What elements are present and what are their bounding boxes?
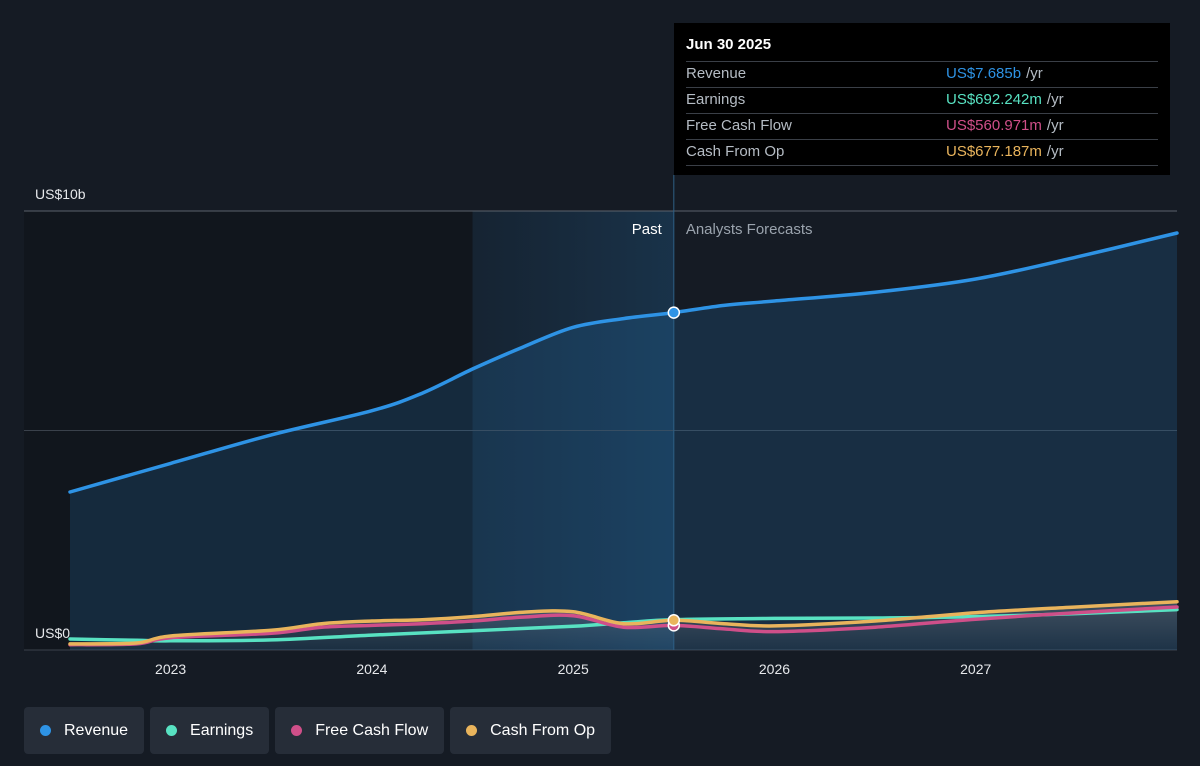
legend-item-earnings[interactable]: Earnings: [150, 707, 270, 754]
tooltip-date: Jun 30 2025: [686, 36, 772, 53]
financial-chart: US$10b US$0 2023 2024 2025 2026 2027 Past Ana…: [24, 175, 1179, 677]
series-lines: [68, 231, 1179, 647]
legend-label: Free Cash Flow: [315, 721, 429, 739]
tooltip-value: US$677.187m: [946, 143, 1042, 160]
tooltip-row-cash-from-op: Cash From Op US$677.187m /yr: [686, 139, 1158, 166]
tooltip-unit: /yr: [1046, 117, 1064, 134]
cash-from-op-line: [68, 599, 1179, 646]
past-label: Past: [632, 221, 663, 238]
y-tick-label: US$0: [35, 625, 70, 641]
tooltip-unit: /yr: [1026, 65, 1043, 82]
x-tick-label: 2023: [155, 661, 186, 677]
tooltip-value: US$560.971m: [946, 117, 1042, 134]
tooltip-label: Cash From Op: [686, 143, 785, 160]
x-tick-label: 2026: [759, 661, 790, 677]
tooltip-label: Free Cash Flow: [686, 117, 792, 134]
legend-label: Revenue: [64, 721, 129, 739]
forecast-label: Analysts Forecasts: [686, 221, 813, 238]
tooltip-row-earnings: Earnings US$692.242m /yr: [686, 87, 1158, 113]
free-cash-flow-line: [68, 605, 1179, 647]
tooltip-row-free-cash-flow: Free Cash Flow US$560.971m /yr: [686, 113, 1158, 139]
highlight-markers: [667, 306, 681, 632]
legend-dot-icon: [466, 725, 478, 736]
tooltip-label: Revenue: [686, 65, 747, 82]
tooltip-row-revenue: Revenue US$7.685b /yr: [686, 61, 1158, 87]
y-tick-label: US$10b: [35, 186, 86, 202]
legend-item-cash-from-op[interactable]: Cash From Op: [450, 707, 612, 754]
tooltip-value: US$7.685b: [946, 65, 1022, 82]
y-axis-labels: US$10b US$0: [35, 186, 86, 641]
legend-item-revenue[interactable]: Revenue: [24, 707, 145, 754]
x-tick-label: 2025: [558, 661, 589, 677]
revenue-line: [68, 231, 1179, 494]
tooltip: Jun 30 2025 Revenue US$7.685b /yr Earnin…: [674, 23, 1170, 175]
x-axis-labels: 2023 2024 2025 2026 2027: [155, 661, 991, 677]
tooltip-label: Earnings: [686, 91, 746, 108]
x-tick-label: 2027: [960, 661, 991, 677]
cash-from-op-marker: [667, 614, 681, 627]
tooltip-unit: /yr: [1046, 143, 1064, 160]
legend-dot-icon: [166, 725, 178, 736]
revenue-area: [70, 233, 1177, 650]
legend-dot-icon: [40, 725, 51, 736]
legend-item-free-cash-flow[interactable]: Free Cash Flow: [275, 707, 445, 754]
legend-label: Earnings: [190, 721, 254, 739]
revenue-marker: [667, 306, 681, 319]
legend-dot-icon: [291, 725, 303, 736]
legend-label: Cash From Op: [490, 721, 596, 739]
tooltip-unit: /yr: [1046, 91, 1064, 108]
tooltip-value: US$692.242m: [946, 91, 1042, 108]
legend: Revenue Earnings Free Cash Flow Cash Fro…: [24, 707, 612, 754]
x-tick-label: 2024: [356, 661, 387, 677]
